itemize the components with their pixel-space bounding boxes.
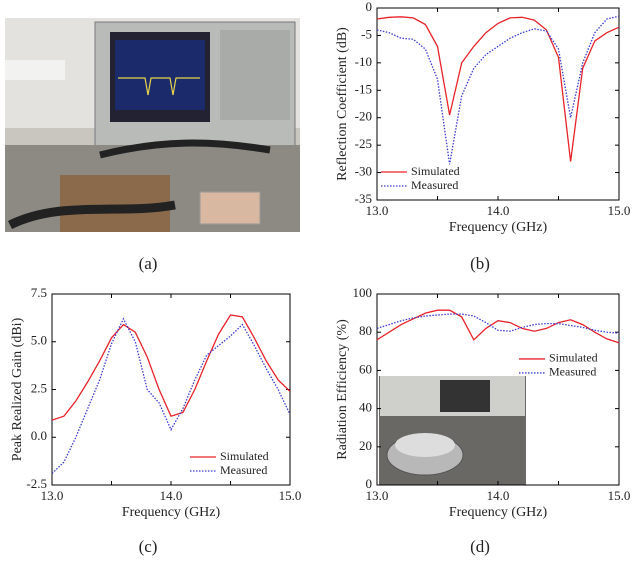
series-line <box>51 314 291 421</box>
legend-label: Simulated <box>220 449 269 463</box>
photo-setup <box>5 18 300 232</box>
y-tick-label: -20 <box>355 109 372 124</box>
y-tick-label: 0.0 <box>31 428 47 443</box>
photo-inset <box>379 376 526 485</box>
y-tick-label: -35 <box>355 191 372 206</box>
legend-label: Measured <box>220 463 267 477</box>
legend-label: Measured <box>411 178 458 192</box>
x-axis-title: Frequency (GHz) <box>122 505 221 520</box>
y-tick-label: -30 <box>355 164 372 179</box>
x-tick-label: 13.0 <box>366 203 389 218</box>
y-tick-label: -25 <box>355 136 372 151</box>
y-tick-label: -2.5 <box>26 476 47 491</box>
series-line <box>376 313 620 334</box>
y-tick-label: 20 <box>359 438 372 453</box>
x-tick-label: 14.0 <box>160 488 183 503</box>
y-tick-label: -10 <box>355 54 372 69</box>
caption: (b) <box>470 254 490 273</box>
x-tick-label: 13.0 <box>41 488 64 503</box>
x-tick-label: 14.0 <box>487 203 510 218</box>
series-line <box>376 16 620 162</box>
y-axis-title: Peak Realized Gain (dBi) <box>10 317 25 461</box>
caption: (c) <box>139 537 158 556</box>
series-line <box>51 317 291 474</box>
legend-label: Simulated <box>411 164 460 178</box>
x-tick-label: 15.0 <box>279 488 302 503</box>
y-axis-title: Radiation Efficiency (%) <box>335 319 350 460</box>
y-tick-label: -15 <box>355 81 372 96</box>
y-tick-label: 40 <box>359 400 372 415</box>
x-tick-label: 15.0 <box>608 203 631 218</box>
x-axis-title: Frequency (GHz) <box>449 505 548 520</box>
y-tick-label: 0 <box>366 0 373 14</box>
y-tick-label: 60 <box>359 361 372 376</box>
x-tick-label: 13.0 <box>366 488 389 503</box>
x-axis-title: Frequency (GHz) <box>449 220 548 235</box>
series-line <box>376 15 620 165</box>
legend-label: Measured <box>549 365 596 379</box>
y-tick-label: -5 <box>361 26 372 41</box>
caption: (d) <box>470 537 490 556</box>
legend-label: Simulated <box>549 351 598 365</box>
y-tick-label: 100 <box>353 285 373 300</box>
caption: (a) <box>139 254 158 273</box>
x-tick-label: 14.0 <box>487 488 510 503</box>
y-axis-title: Reflection Coefficient (dB) <box>335 27 350 181</box>
y-tick-label: 5.0 <box>31 333 47 348</box>
y-tick-label: 7.5 <box>31 285 47 300</box>
x-tick-label: 15.0 <box>608 488 631 503</box>
series-line <box>376 309 620 344</box>
y-tick-label: 80 <box>359 323 372 338</box>
y-tick-label: 2.5 <box>31 380 47 395</box>
y-tick-label: 0 <box>366 476 373 491</box>
